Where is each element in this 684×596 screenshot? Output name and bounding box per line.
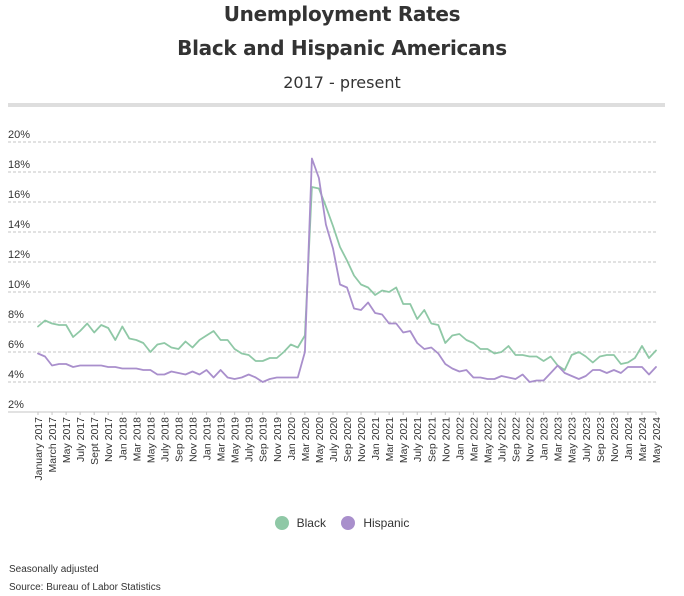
x-tick-label: July 2019 [244,417,256,462]
x-tick-label: Sep 2020 [342,417,354,462]
x-tick-label: Sep 2022 [511,417,523,462]
x-tick-label: Jan 2019 [202,417,214,460]
chart-title-line-2: Black and Hispanic Americans [177,36,507,60]
legend-item-hispanic[interactable]: Hispanic [341,516,409,530]
x-tick-label: Nov 2023 [609,417,621,462]
x-tick-label: Nov 2020 [356,417,368,462]
x-tick-label: Sep 2021 [426,417,438,462]
x-tick-label: Nov 2021 [440,417,452,462]
x-tick-label: Mar 2021 [384,417,396,462]
y-tick-label: 4% [8,369,24,381]
x-tick-label: May 2019 [230,417,242,463]
x-tick-label: July 2021 [412,417,424,462]
x-tick-label: January 2017 [33,417,45,481]
x-tick-label: Sep 2019 [258,417,270,462]
x-tick-label: Jan 2022 [454,417,466,460]
x-tick-label: May 2024 [651,417,663,463]
legend-marker-hispanic [341,516,356,530]
header-divider [8,103,665,107]
x-tick-label: March 2017 [47,417,59,473]
series-line-black [37,186,657,371]
x-tick-label: July 2022 [497,417,509,462]
legend-label-hispanic: Hispanic [363,516,410,530]
x-tick-label: July 2020 [328,417,340,462]
x-tick-label: May 2018 [145,417,157,463]
y-tick-label: 14% [8,219,30,231]
x-tick-label: Nov 2022 [525,417,537,462]
x-tick-label: May 2022 [482,417,494,463]
legend-marker-black [274,516,289,530]
y-tick-label: 2% [8,399,24,411]
x-tick-label: Nov 2017 [103,417,115,462]
x-tick-label: Jan 2024 [623,417,635,460]
x-tick-label: Mar 2023 [553,417,565,462]
y-tick-label: 8% [8,309,24,321]
y-tick-label: 12% [8,249,30,261]
source-note: Source: Bureau of Labor Statistics [9,582,161,593]
y-tick-label: 18% [8,159,30,171]
x-tick-label: Jan 2021 [370,417,382,460]
x-tick-label: July 2018 [159,417,171,462]
legend-item-black[interactable]: Black [274,516,326,530]
x-tick-label: July 2023 [581,417,593,462]
y-tick-label: 6% [8,339,24,351]
x-tick-label: Mar 2024 [637,417,649,462]
y-tick-label: 20% [8,129,30,141]
x-tick-label: Jan 2023 [539,417,551,460]
x-tick-label: Nov 2019 [272,417,284,462]
chart-subtitle: 2017 - present [283,73,401,92]
legend-label-black: Black [296,516,326,530]
x-tick-label: May 2020 [314,417,326,463]
x-tick-label: Sept 2017 [89,417,101,465]
x-tick-label: Sep 2023 [595,417,607,462]
x-tick-label: May 2023 [567,417,579,463]
chart-legend: Black Hispanic [0,516,684,533]
chart-title-line-1: Unemployment Rates [223,2,461,26]
x-tick-label: Jan 2018 [117,417,129,460]
x-tick-label: May 2017 [61,417,73,463]
x-tick-label: Mar 2018 [131,417,143,462]
series-line-hispanic [37,157,657,383]
x-tick-label: Mar 2022 [468,417,480,462]
x-tick-label: Jan 2020 [286,417,298,460]
x-tick-label: May 2021 [398,417,410,463]
seasonal-note: Seasonally adjusted [9,564,99,575]
x-tick-label: Sep 2018 [173,417,185,462]
x-tick-label: Nov 2018 [188,417,200,462]
x-tick-label: Mar 2020 [300,417,312,462]
x-tick-label: July 2017 [75,417,87,462]
y-tick-label: 16% [8,189,30,201]
line-chart: 2%4%6%8%10%12%14%16%18%20%January 2017 Ma… [8,129,663,481]
y-tick-label: 10% [8,279,30,291]
x-tick-label: Mar 2019 [216,417,228,462]
